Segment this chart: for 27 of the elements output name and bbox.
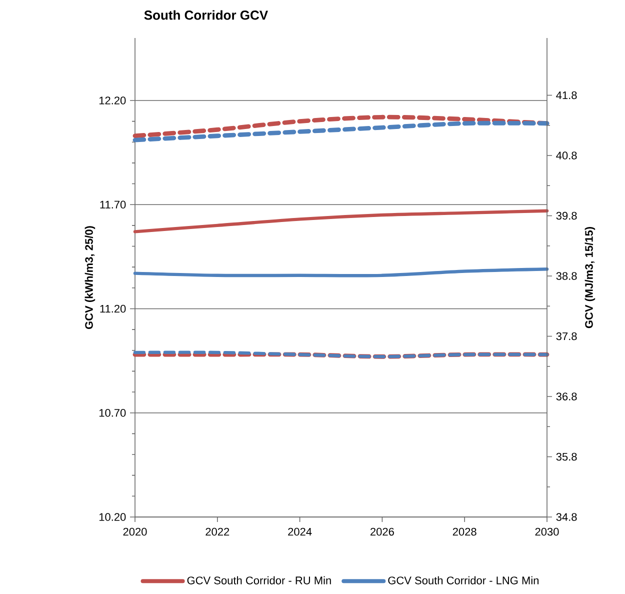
line-series (133, 209, 549, 234)
x-tick-label: 2030 (535, 528, 559, 536)
x-tick-label: 2026 (370, 528, 394, 536)
y-axis-title: GCV (kWh/m3, 25/0) (84, 226, 96, 329)
y2-axis-title: GCV (MJ/m3, 15/15) (584, 227, 596, 328)
x-tick-label: 2020 (123, 528, 147, 536)
line-series (133, 268, 549, 278)
y-tick-label: 11.70 (100, 200, 126, 208)
chart-title: South Corridor GCV (144, 10, 268, 20)
line-series (132, 120, 550, 142)
legend-label: GCV South Corridor - RU Min (187, 576, 331, 584)
y2-tick-label: 38.8 (556, 272, 577, 280)
legend-label: GCV South Corridor - LNG Min (388, 576, 538, 584)
x-tick-label: 2024 (288, 528, 312, 536)
y2-tick-label: 40.8 (556, 152, 577, 160)
y2-tick-label: 36.8 (556, 392, 577, 400)
y2-tick-label: 34.8 (556, 513, 577, 521)
y-tick-label: 10.70 (99, 408, 126, 417)
y-tick-label: 10.20 (99, 513, 126, 521)
x-tick-label: 2028 (452, 528, 476, 536)
y-tick-label: 12.20 (99, 96, 126, 104)
y2-tick-label: 35.8 (556, 452, 577, 461)
y2-tick-label: 39.8 (556, 212, 577, 220)
y2-tick-label: 37.8 (556, 332, 577, 340)
y2-tick-label: 41.8 (556, 91, 577, 100)
x-tick-label: 2022 (206, 528, 230, 536)
y-tick-label: 11.20 (100, 304, 126, 313)
